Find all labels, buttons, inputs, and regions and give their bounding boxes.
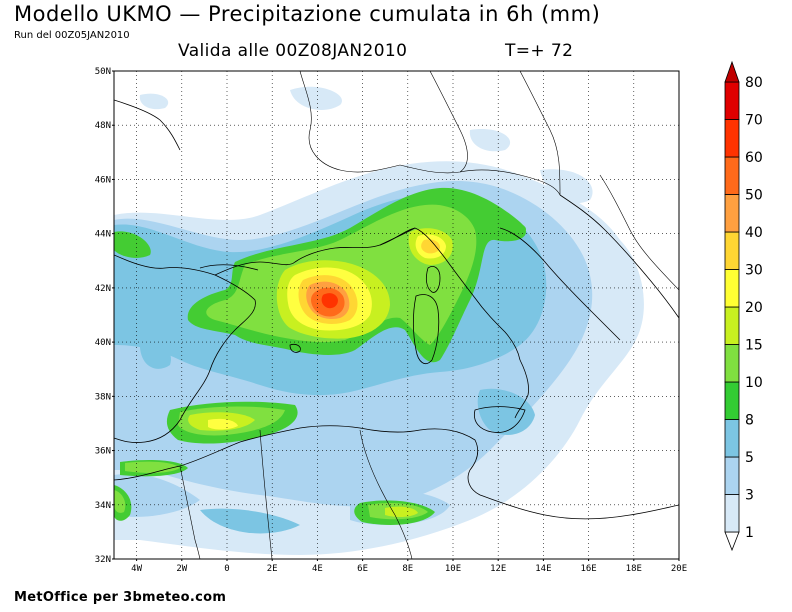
legend-swatch	[724, 344, 740, 383]
coast-sicily	[473, 406, 526, 433]
legend-swatch	[724, 231, 740, 270]
lat-tick-label: 50N	[95, 67, 111, 77]
lon-tick-label: 2E	[267, 564, 278, 574]
lon-tick-label: 4E	[312, 564, 323, 574]
map-frame	[113, 70, 680, 560]
legend-level-label: 80	[745, 75, 763, 91]
forecast-step: T=+ 72	[505, 41, 574, 61]
lon-tick-label: 6E	[357, 564, 368, 574]
chart-title: Modello UKMO — Precipitazione cumulata i…	[14, 2, 601, 26]
border-pyrenees	[199, 264, 259, 271]
coast-adriatic	[559, 194, 679, 319]
legend-level-label: 5	[745, 450, 754, 466]
precip-level-60	[321, 293, 338, 309]
lat-tick-label: 38N	[95, 392, 111, 402]
lon-tick-label: 18E	[626, 564, 642, 574]
coast-iberia	[114, 254, 256, 443]
coast-north-africa	[114, 425, 481, 496]
precipitation-field	[114, 71, 679, 559]
lon-tick-labels: 4W 2W 0 2E 4E 6E 8E 10E 12E 14E 16E 18E 20E	[131, 559, 687, 574]
legend-swatch	[724, 269, 740, 308]
valid-time: Valida alle 00Z08JAN2010	[178, 41, 408, 61]
credit-label: MetOffice per 3bmeteo.com	[14, 590, 227, 605]
legend-min-arrow	[724, 531, 740, 552]
coast-calabria	[514, 359, 529, 419]
lat-tick-label: 32N	[95, 555, 111, 565]
legend-level-label: 1	[745, 525, 754, 541]
legend-level-label: 50	[745, 188, 763, 204]
coast-balearics	[289, 343, 301, 353]
legend-swatch	[724, 456, 740, 495]
lon-tick-label: 4W	[131, 564, 142, 574]
legend-swatch	[724, 419, 740, 458]
lon-tick-label: 2W	[176, 564, 187, 574]
legend-level-label: 70	[745, 113, 763, 129]
legend-level-label: 15	[745, 338, 763, 354]
coast-brittany	[114, 99, 181, 151]
country-borders	[179, 71, 679, 559]
legend-swatch	[724, 494, 740, 533]
legend-level-label: 60	[745, 150, 763, 166]
legend-swatch	[724, 156, 740, 195]
legend-swatch	[724, 81, 740, 120]
coast-tyrrhenian-north	[379, 227, 416, 246]
legend-swatch	[724, 119, 740, 158]
lon-tick-label: 8E	[402, 564, 413, 574]
run-label: Run del 00Z05JAN2010	[14, 30, 130, 41]
legend-swatch	[724, 381, 740, 420]
legend-level-label: 30	[745, 263, 763, 279]
lat-tick-label: 42N	[95, 284, 111, 294]
legend-max-arrow	[724, 60, 740, 83]
legend-level-label: 20	[745, 300, 763, 316]
legend-level-label: 40	[745, 225, 763, 241]
lat-tick-label: 48N	[95, 121, 111, 131]
legend-level-label: 3	[745, 488, 754, 504]
color-legend: 1 3 5 8 10 15 20 30 40 50 60 70 80	[724, 60, 763, 552]
lat-tick-label: 44N	[95, 230, 111, 240]
coastlines	[114, 99, 679, 520]
coast-sardinia	[412, 294, 440, 364]
legend-level-label: 10	[745, 375, 763, 391]
legend-swatch	[724, 306, 740, 345]
legend-level-label: 8	[745, 413, 754, 429]
legend-swatch	[724, 194, 740, 233]
lon-tick-label: 20E	[671, 564, 687, 574]
coast-corsica	[425, 266, 441, 293]
lon-tick-label: 12E	[490, 564, 506, 574]
lat-tick-label: 46N	[95, 175, 111, 185]
lat-tick-label: 34N	[95, 501, 111, 511]
coast-libya	[479, 494, 679, 520]
lat-tick-labels: 50N 48N 46N 44N 42N 40N 38N 36N 34N 32N	[95, 67, 114, 565]
map-grid	[114, 71, 679, 559]
coast-italy-west	[414, 227, 521, 361]
lon-tick-label: 16E	[580, 564, 596, 574]
lat-tick-label: 36N	[95, 447, 111, 457]
lon-tick-label: 10E	[445, 564, 461, 574]
lat-tick-label: 40N	[95, 338, 111, 348]
lon-tick-label: 0	[224, 564, 229, 574]
lon-tick-label: 14E	[535, 564, 551, 574]
coast-italy-east	[499, 227, 621, 341]
